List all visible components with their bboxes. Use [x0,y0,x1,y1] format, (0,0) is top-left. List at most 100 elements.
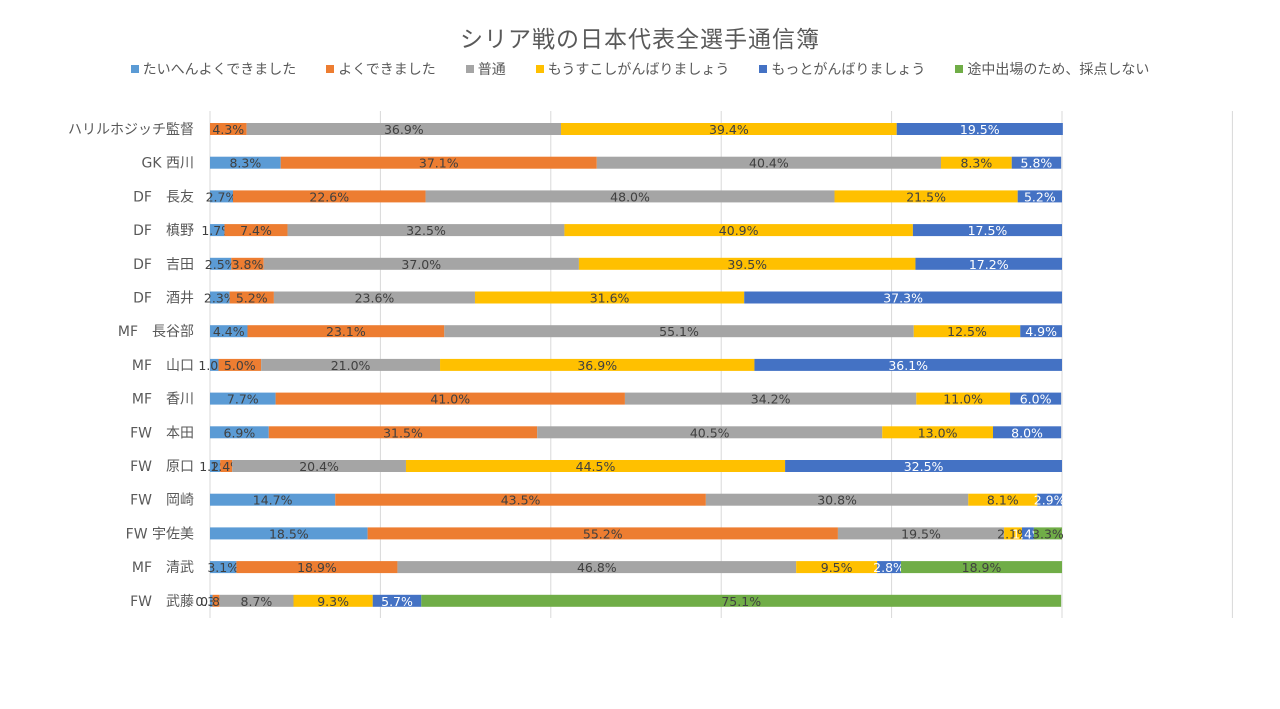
bar-segment [834,190,1018,203]
data-label: 18.9% [297,560,337,575]
bar-segment [916,392,1011,405]
bar-segment [968,493,1038,506]
bar-segment [261,358,441,371]
data-label: 34.2% [751,392,791,407]
data-label: 5.7% [381,594,413,609]
data-label: 2.7% [206,189,238,204]
data-label: 17.2% [969,257,1009,272]
data-label: 8.3% [960,156,992,171]
data-label: 39.5% [727,257,767,272]
legend-swatch [326,65,335,73]
legend-swatch [955,65,964,73]
data-label: 37.1% [419,156,459,171]
bar-segment [287,224,565,237]
bar-segment [236,561,398,574]
bar-segment [992,426,1062,439]
category-label: MF 清武 [132,560,194,576]
bar-segment [1037,493,1062,506]
bar-segment [210,156,281,169]
category-label: FW 武藤 [130,594,194,610]
data-label: 8.3% [229,156,261,171]
bar-segment [210,392,276,405]
category-label: FW 宇佐美 [126,526,194,542]
bar-segment [440,358,755,371]
bar-segment [210,594,213,607]
data-label: 55.2% [583,526,623,541]
bar-segment [425,190,835,203]
bar-segment [293,594,373,607]
data-label: 36.1% [888,358,928,373]
bar-segment [268,426,538,439]
bar-segment [212,594,220,607]
bar-segment [263,257,579,270]
legend-item: 普通 [465,59,506,79]
bar-segment [246,123,562,135]
bar-segment [578,257,916,270]
data-label: 37.3% [883,291,923,306]
data-label: 18.5% [269,526,309,541]
category-label: DF 長友 [133,189,194,205]
category-label: ハリルホジッチ監督 [68,121,194,138]
data-label: 11.0% [943,392,983,407]
data-label: 8.7% [241,594,273,609]
bar-segment [397,561,797,574]
data-label: 32.5% [904,459,944,474]
data-label: 36.9% [577,358,617,373]
data-label: 41.0% [430,392,470,407]
data-label: 23.1% [326,324,366,339]
bar-segment [564,224,913,237]
data-label: 22.6% [309,189,349,204]
bar-segment [210,291,230,304]
bar-segment [896,123,1063,135]
bar-segment [210,190,234,203]
category-label: DF 酒井 [133,291,194,307]
legend-swatch [130,65,139,73]
category-label: MF 長谷部 [118,324,194,340]
bar-segment [210,493,336,506]
category-label: MF 香川 [132,392,194,408]
bar-segment [1033,527,1062,540]
bar-segment [882,426,993,439]
bar-segment [624,392,917,405]
bar-segment [273,291,475,304]
bar-segment [837,527,1005,540]
data-label: 3.3% [1032,526,1064,541]
bar-segment [941,156,1012,169]
bar-segment [705,493,969,506]
data-label: 2.3% [204,291,236,306]
bar-segment [232,460,406,472]
data-label: 40.5% [690,425,730,440]
legend-label: よくできました [338,62,436,78]
data-label: 8.1% [987,493,1019,508]
legend-label: たいへんよくできました [142,62,297,78]
legend-label: 途中出場のため、採点しない [967,62,1150,78]
data-label: 6.0% [1020,392,1052,407]
bar-segment [474,291,745,304]
bar-segment [1004,527,1022,540]
bar-segment [220,460,233,472]
legend-item: もっとがんばりましょう [759,59,925,79]
data-label: 55.1% [659,324,699,339]
bar-segment [233,190,426,203]
bar-segment [1011,156,1062,169]
bar-segment [335,493,706,506]
bar-segment [405,460,786,472]
data-label: 46.8% [577,560,617,575]
data-label: 3.1% [207,560,239,575]
bar-segment [372,594,422,607]
data-label: 4.3% [212,122,244,137]
data-label: 48.0% [610,189,650,204]
data-label: 21.5% [906,189,946,204]
bar-segment [210,358,219,371]
legend-swatch [465,65,474,73]
bar-segment [210,527,368,540]
data-label: 19.5% [960,122,1000,137]
bar-segment [224,224,288,237]
legend-item: たいへんよくできました [130,59,297,79]
bar-segment [218,358,262,371]
data-label: 9.5% [821,560,853,575]
data-label: 12.5% [947,324,987,339]
data-label: 5.0% [224,358,256,373]
data-label: 6.9% [224,425,256,440]
